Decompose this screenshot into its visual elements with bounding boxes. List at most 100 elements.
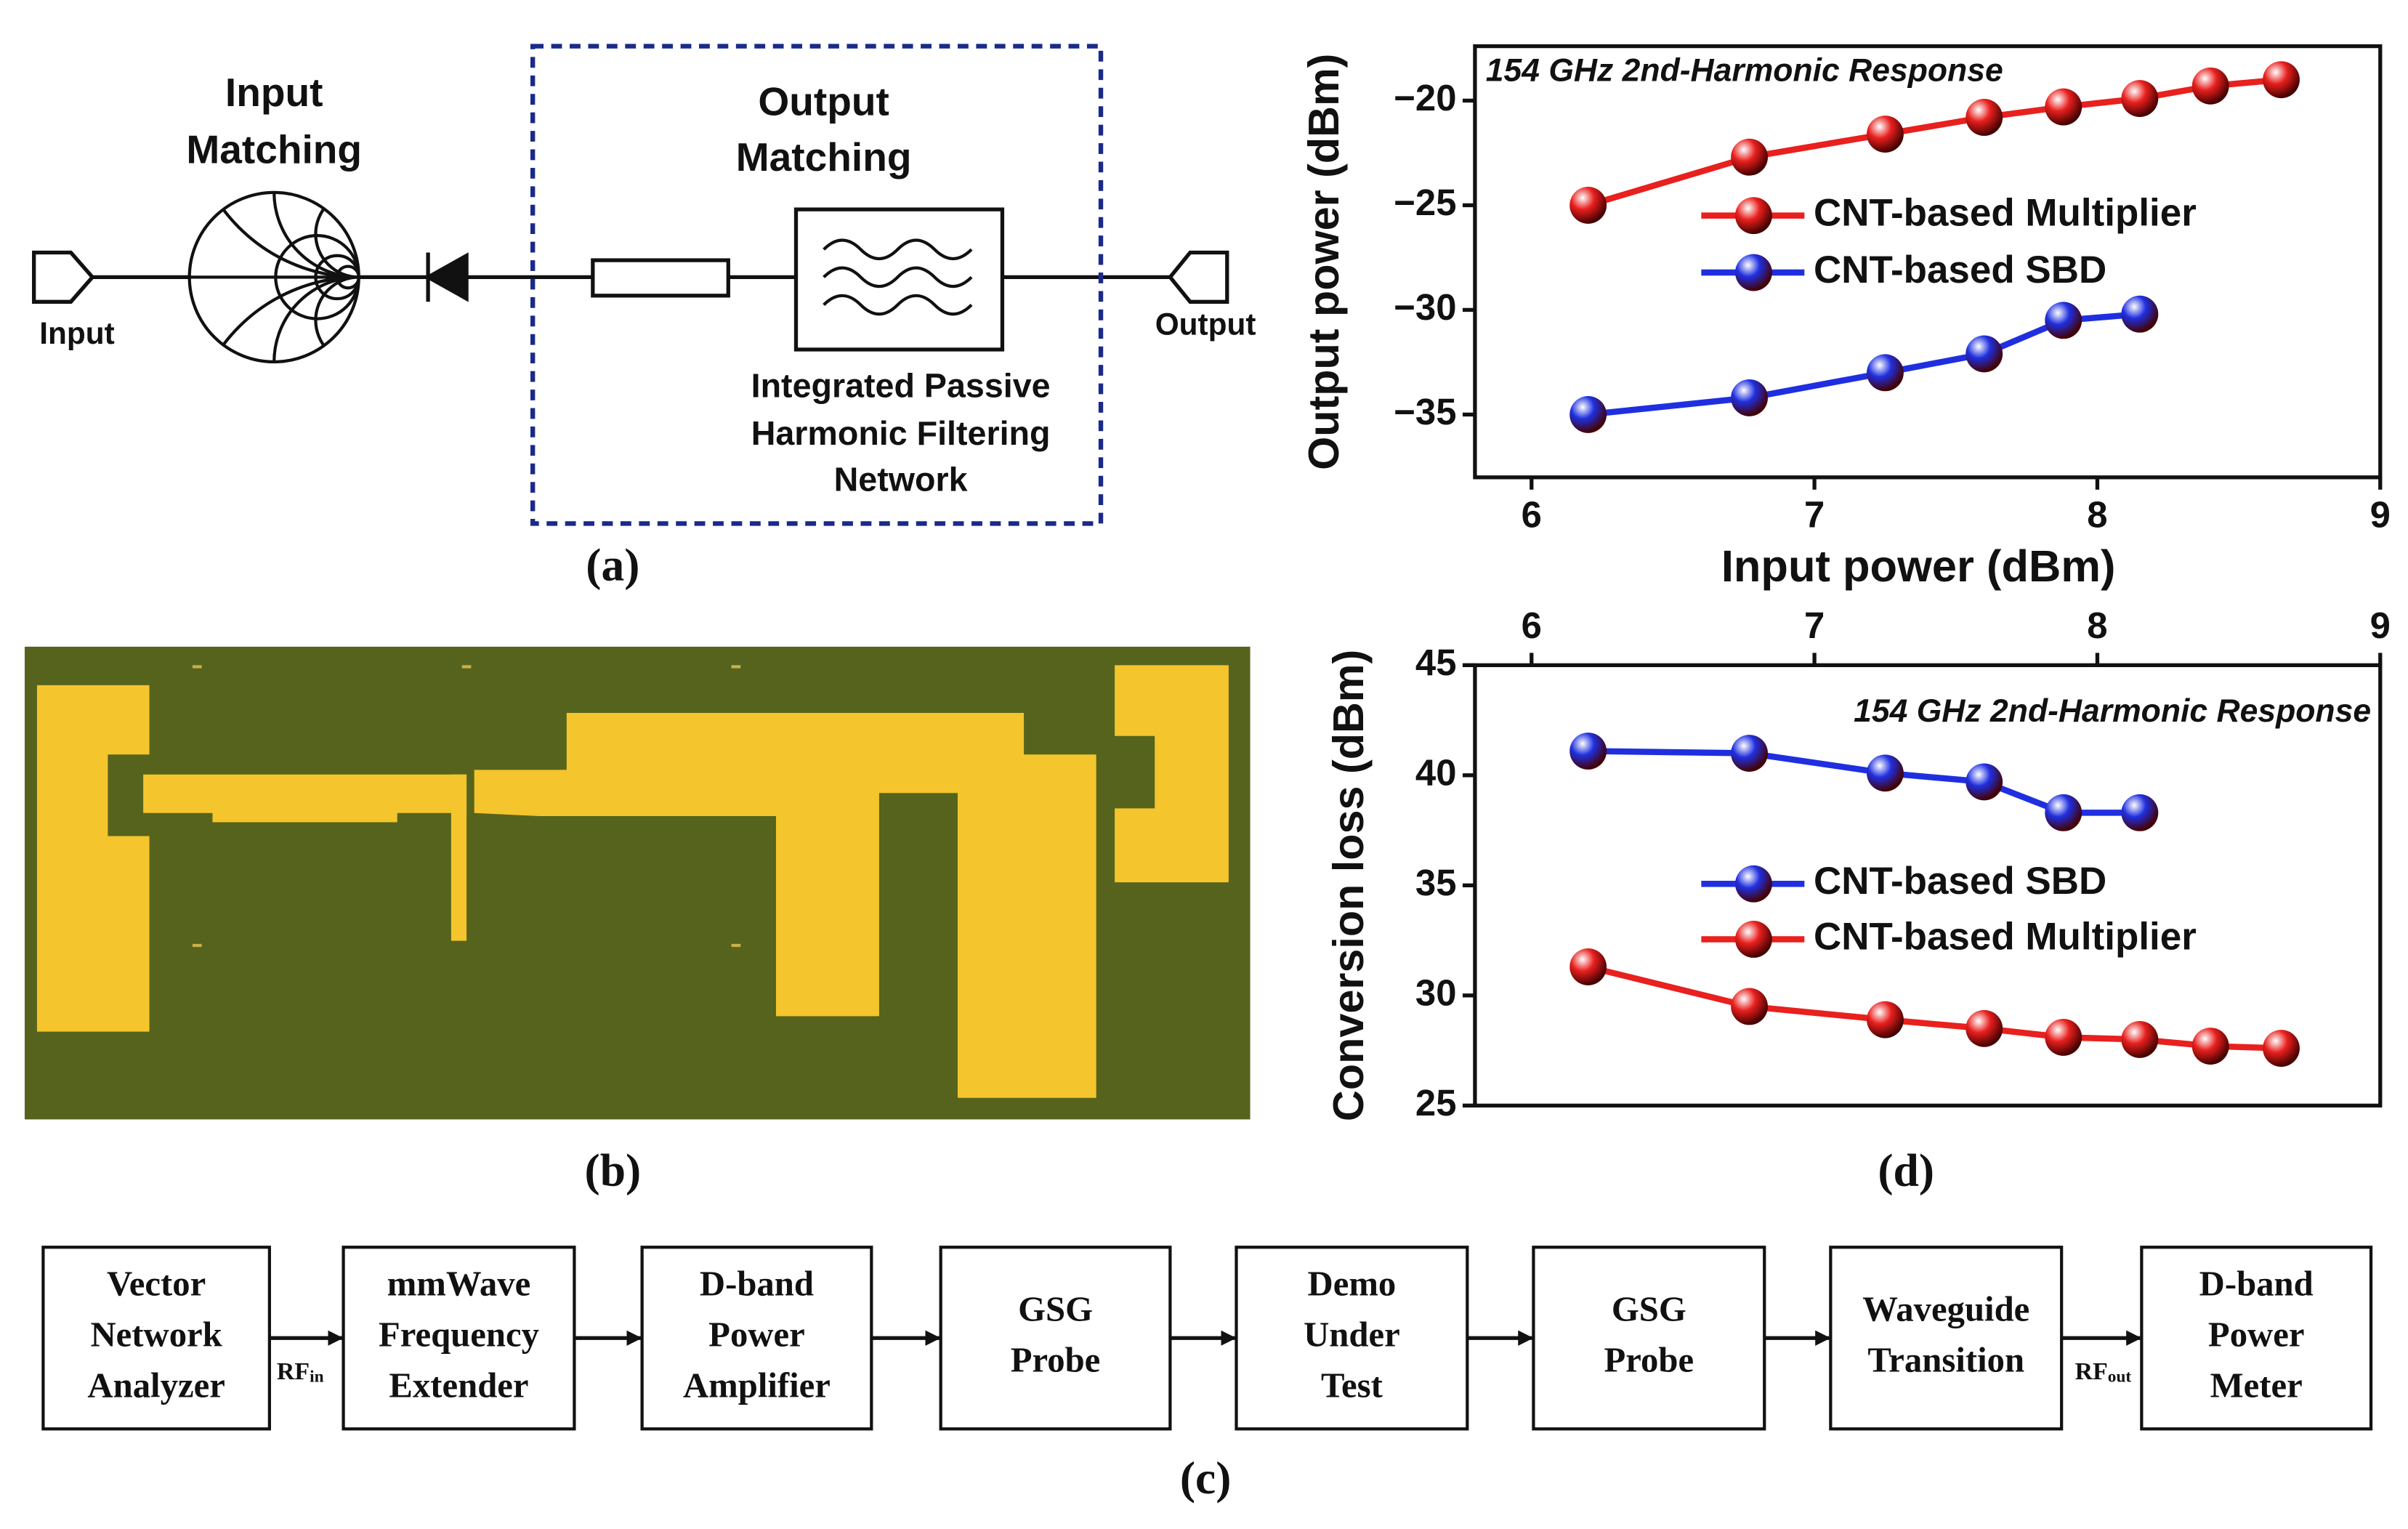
label: Matching [736,134,912,179]
output-port [1167,250,1229,304]
filter-box [793,207,1005,352]
legend-marker [1734,921,1772,958]
block-label: Power [708,1315,805,1354]
legend-label: CNT-based Multiplier [1814,192,2197,235]
block-label: Power [2208,1315,2305,1354]
data-point [2121,295,2159,333]
x-tick-label: 8 [2087,605,2107,646]
series-line [1587,76,2282,209]
charts: 6 7 8 9 −20 −25 −30 −35 Input power (dBm) Output … [1299,44,2391,1123]
panel-label: (d) [1878,1144,1934,1195]
block-label: Meter [2210,1365,2303,1405]
legend-marker [1734,197,1772,235]
data-point [2263,61,2300,99]
label: Harmonic Filtering [751,414,1051,452]
data-point [1731,379,1768,416]
data-point [1867,1001,1904,1038]
data-point [2045,302,2082,339]
panel-label: (b) [585,1144,642,1195]
block-label: Extender [389,1365,528,1405]
data-point [2263,1030,2300,1067]
data-point [2191,1028,2229,1065]
data-point [1965,335,2003,373]
block-label: Under [1304,1315,1400,1354]
input-port [32,250,95,304]
label: Integrated Passive [751,366,1051,404]
rf: RF [2075,1358,2108,1385]
data-point [1965,1009,2003,1047]
diode [424,252,469,302]
block [342,1246,576,1431]
output-matching-box [530,44,1104,526]
y-tick-label: 30 [1415,972,1457,1013]
data-point [1965,763,2003,801]
y-tick-label: −35 [1394,391,1456,432]
x-tick-label: 7 [1804,493,1825,535]
block-label: D-band [700,1264,814,1304]
block [41,1246,271,1431]
block [2140,1246,2373,1431]
block-label: Probe [1604,1340,1694,1379]
block-diagram: Vector Network Analyzer mmWave Frequency Exte… [41,1246,2373,1431]
label: Output [1155,307,1256,341]
y-tick-label: 40 [1415,751,1457,793]
y-tick-label: −20 [1394,77,1456,118]
device-photo [24,646,1251,1120]
data-point [1569,187,1607,224]
legend-marker [1734,865,1772,903]
block [1532,1246,1766,1431]
data-point [1569,396,1607,433]
block-label: Waveguide [1862,1289,2029,1328]
block-label: GSG [1612,1289,1686,1328]
block-label: Demo [1308,1264,1397,1304]
x-tick-label: 7 [1804,605,1825,646]
panel-label: (c) [1180,1452,1232,1504]
y-tick-label: −25 [1394,182,1456,223]
block-label: Vector [107,1264,206,1304]
x-tick-label: 9 [2370,493,2391,535]
rf-sub: in [310,1368,323,1387]
block-label: Amplifier [683,1365,831,1405]
x-tick-label: 9 [2370,605,2391,646]
plot-frame [1473,44,2383,480]
smith-chart [187,190,360,364]
x-axis-label: Input power (dBm) [1721,541,2116,592]
x-tick-label: 6 [1522,493,1542,535]
data-point [2121,794,2159,831]
label: Matching [186,126,362,172]
legend-label: CNT-based SBD [1814,249,2106,291]
data-point [2045,794,2082,831]
block-label: D-band [2199,1264,2314,1304]
data-point [1867,116,1904,153]
data-point [1569,733,1607,770]
filter-symbol [823,238,973,316]
annotation: 154 GHz 2nd-Harmonic Response [1486,52,2003,88]
data-point [1965,99,2003,136]
legend-label: CNT-based SBD [1814,860,2106,903]
rf-sub: out [2108,1368,2132,1387]
block [1829,1246,2064,1431]
block-label: Probe [1011,1340,1101,1379]
x-tick-label: 6 [1522,605,1542,646]
data-point [1867,754,1904,792]
legend-label: CNT-based Multiplier [1814,915,2197,958]
block-label: GSG [1018,1289,1093,1328]
data-point [1731,735,1768,772]
y-tick-label: 25 [1415,1082,1457,1123]
panel-a [32,44,1229,526]
label: Output [758,79,889,124]
signal-label: RFin [277,1358,324,1387]
y-tick-label: 45 [1415,642,1457,683]
legend-marker [1734,254,1772,291]
annotation: 154 GHz 2nd-Harmonic Response [1854,693,2371,729]
block-label: Test [1321,1365,1383,1405]
block-label: Frequency [379,1315,539,1354]
data-point [1731,988,1768,1025]
data-point [1569,948,1607,985]
block-label: Network [90,1315,222,1354]
block-label: Analyzer [87,1365,225,1405]
x-tick-label: 8 [2087,493,2107,535]
block-label: mmWave [387,1264,531,1304]
label: Input [39,316,115,350]
